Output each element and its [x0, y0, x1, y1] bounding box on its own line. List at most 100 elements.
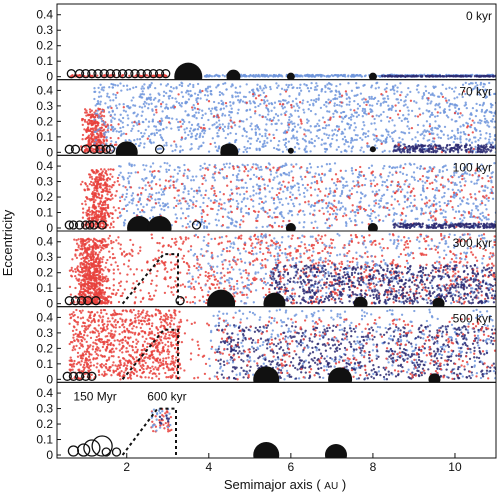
scatter-point-p1-g1-810: [219, 94, 221, 96]
scatter-point-p2-g1-595: [162, 205, 164, 207]
scatter-point-p2-g0-142: [99, 185, 101, 187]
scatter-point-p2-g1-647: [249, 195, 251, 197]
scatter-point-p2-g1-823: [445, 216, 447, 218]
scatter-point-p1-g0-82: [84, 108, 86, 110]
scatter-point-p2-g1-586: [143, 179, 145, 181]
scatter-point-p1-g1-15: [493, 126, 495, 128]
scatter-point-p1-g1-1235: [336, 149, 338, 151]
scatter-point-p2-g2-298: [462, 196, 464, 198]
scatter-point-p2-g2-58: [363, 175, 365, 177]
scatter-point-p2-g1-27: [262, 226, 264, 228]
scatter-point-p0-g0-46: [146, 74, 148, 76]
scatter-point-p1-g3-20: [411, 127, 413, 129]
scatter-point-p2-g1-312: [253, 174, 255, 176]
scatter-point-p2-g1-131: [389, 171, 391, 173]
scatter-point-p2-g1-524: [422, 189, 424, 191]
scatter-point-p1-g3-85: [404, 147, 406, 149]
scatter-point-p2-g1-450: [328, 202, 330, 204]
scatter-point-p2-g1-382: [303, 196, 305, 198]
scatter-point-p1-g1-1349: [426, 130, 428, 132]
scatter-point-p1-g1-1435: [101, 120, 103, 122]
scatter-point-p2-g2-98: [312, 214, 314, 216]
scatter-point-p1-g3-104: [230, 126, 232, 128]
scatter-point-p1-g1-924: [98, 115, 100, 117]
scatter-point-p1-g1-882: [354, 122, 356, 124]
scatter-point-p1-g1-947: [454, 86, 456, 88]
scatter-point-p1-g1-540: [101, 88, 103, 90]
scatter-point-p2-g0-337: [89, 211, 91, 213]
scatter-point-p2-g2-345: [361, 184, 363, 186]
scatter-point-p0-g1-414: [278, 75, 280, 77]
scatter-point-p1-g1-1098: [239, 85, 241, 87]
scatter-point-p2-g1-301: [421, 198, 423, 200]
scatter-point-p2-g0-308: [96, 176, 98, 178]
scatter-point-p2-g0-220: [95, 210, 97, 212]
scatter-point-p1-g1-1244: [212, 137, 214, 139]
scatter-point-p1-g1-696: [249, 109, 251, 111]
scatter-point-p1-g1-658: [206, 99, 208, 101]
scatter-point-p1-g1-77: [334, 102, 336, 104]
scatter-point-p2-g1-730: [328, 227, 330, 229]
scatter-point-p2-g2-83: [202, 177, 204, 179]
scatter-point-p0-g1-360: [241, 75, 243, 77]
scatter-point-p2-g3-162: [480, 223, 482, 225]
scatter-point-p1-g1-1008: [102, 110, 104, 112]
scatter-point-p2-g0-230: [87, 210, 89, 212]
scatter-point-p1-g2-100: [409, 151, 411, 153]
scatter-point-p1-g1-567: [235, 87, 237, 89]
scatter-point-p2-g0-282: [107, 168, 109, 170]
scatter-point-p1-g1-785: [465, 102, 467, 104]
scatter-point-p2-g2-315: [306, 171, 308, 173]
scatter-point-p2-g1-245: [398, 203, 400, 205]
scatter-point-p1-g1-630: [406, 125, 408, 127]
scatter-point-p2-g1-915: [341, 190, 343, 192]
scatter-point-p2-g1-305: [394, 198, 396, 200]
scatter-point-p2-g1-496: [349, 217, 351, 219]
scatter-point-p1-g1-928: [298, 107, 300, 109]
scatter-point-p1-g1-1304: [210, 110, 212, 112]
scatter-point-p2-g2-284: [187, 168, 189, 170]
scatter-point-p2-g0-187: [111, 217, 113, 219]
scatter-point-p2-g2-148: [456, 193, 458, 195]
scatter-point-p2-g2-352: [329, 225, 331, 227]
scatter-point-p1-g1-756: [189, 148, 191, 150]
scatter-point-p1-g1-811: [391, 105, 393, 107]
scatter-point-p2-g2-75: [226, 175, 228, 177]
scatter-point-p1-g1-1493: [490, 103, 492, 105]
scatter-point-p2-g2-100: [431, 182, 433, 184]
scatter-point-p2-g2-291: [402, 167, 404, 169]
scatter-point-p1-g1-733: [380, 120, 382, 122]
scatter-point-p1-g1-615: [264, 135, 266, 137]
scatter-point-p2-g2-327: [394, 192, 396, 194]
scatter-point-p1-g1-43: [93, 87, 95, 89]
scatter-point-p1-g1-1495: [373, 138, 375, 140]
scatter-point-p2-g2-116: [150, 196, 152, 198]
scatter-point-p1-g1-1426: [440, 92, 442, 94]
scatter-point-p2-g3-182: [485, 226, 487, 228]
scatter-point-p1-g1-836: [135, 86, 137, 88]
scatter-point-p2-g1-165: [150, 209, 152, 211]
scatter-point-p1-g1-760: [344, 128, 346, 130]
scatter-point-p1-g0-238: [87, 126, 89, 128]
scatter-point-p0-g0-108: [128, 75, 130, 77]
scatter-point-p1-g0-197: [83, 128, 85, 130]
scatter-point-p1-g1-1113: [123, 85, 125, 87]
scatter-point-p1-g1-350: [197, 148, 199, 150]
scatter-point-p2-g1-97: [149, 193, 151, 195]
scatter-point-p1-g1-806: [277, 144, 279, 146]
scatter-point-p2-g1-298: [287, 203, 289, 205]
scatter-point-p1-g1-1283: [186, 101, 188, 103]
scatter-point-p1-g1-392: [363, 124, 365, 126]
scatter-point-p2-g1-296: [148, 196, 150, 198]
scatter-point-p2-g1-216: [235, 185, 237, 187]
scatter-point-p2-g2-269: [339, 180, 341, 182]
scatter-point-p1-g1-961: [375, 82, 377, 84]
scatter-point-p0-g2-105: [391, 75, 393, 77]
scatter-point-p1-g1-725: [488, 125, 490, 127]
scatter-point-p1-g3-79: [110, 107, 112, 109]
scatter-point-p2-g2-125: [433, 203, 435, 205]
scatter-point-p1-g1-1125: [190, 143, 192, 145]
scatter-point-p2-g1-128: [413, 163, 415, 165]
scatter-point-p1-g1-1268: [391, 119, 393, 121]
scatter-point-p2-g1-626: [280, 198, 282, 200]
